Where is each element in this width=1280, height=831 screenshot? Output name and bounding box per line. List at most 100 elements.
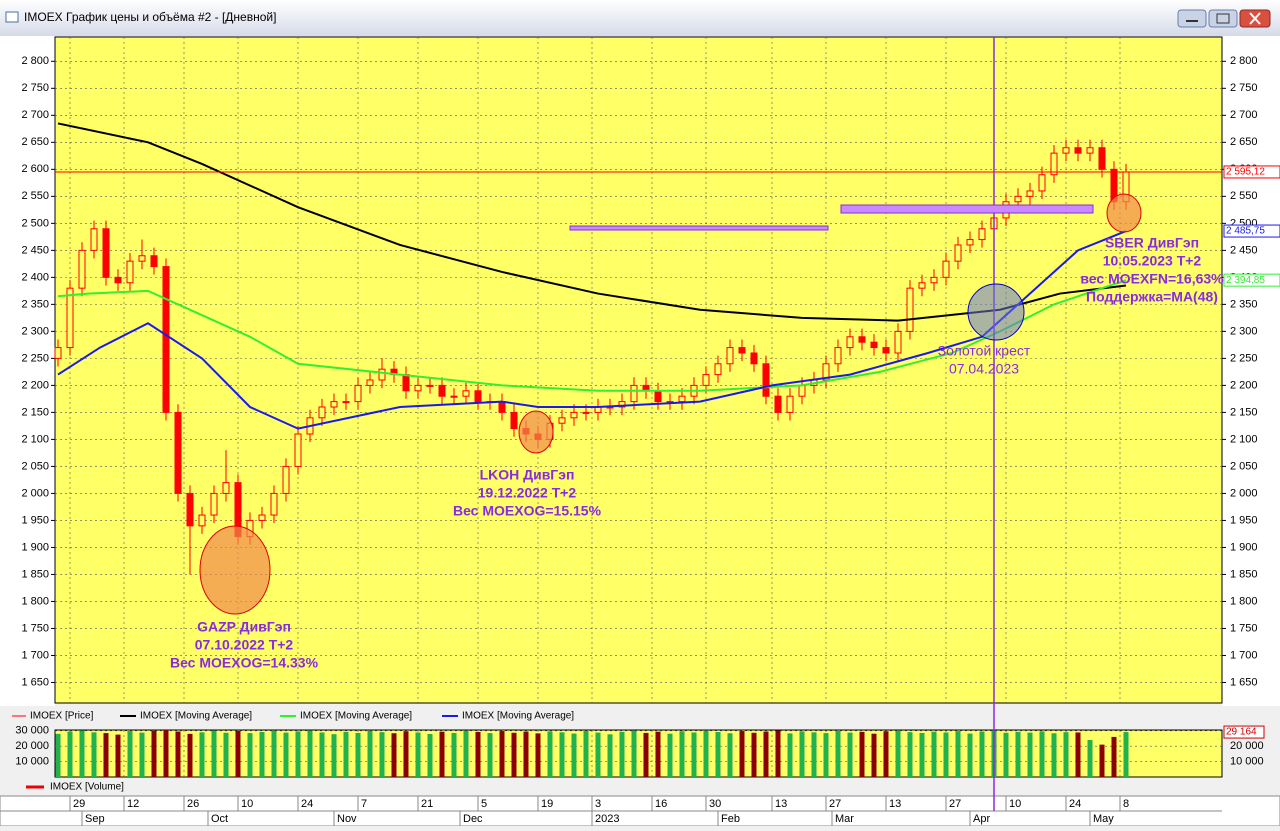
volume-bar — [643, 732, 649, 777]
y-tick-label: 1 950 — [21, 514, 49, 526]
volume-bar — [631, 730, 637, 777]
volume-bar — [1039, 731, 1045, 777]
volume-bar — [127, 731, 133, 777]
legend-label: IMOEX [Moving Average] — [300, 711, 412, 722]
candle-body — [570, 411, 578, 419]
volume-bar — [583, 730, 589, 777]
volume-bar — [463, 730, 469, 777]
y-tick-label: 2 600 — [21, 163, 49, 175]
volume-bar — [967, 733, 973, 777]
volume-bar — [763, 731, 769, 777]
last-value-box — [1223, 165, 1280, 179]
candle-body — [294, 433, 302, 467]
volume-tick-label: 30 000 — [15, 725, 49, 737]
candle-body — [426, 384, 434, 387]
close-glyph — [1249, 12, 1261, 25]
candle-body — [78, 249, 86, 289]
y-tick-label: 2 100 — [21, 433, 49, 445]
annotation-text: LKOH ДивГэп — [480, 467, 575, 483]
volume-bar — [955, 731, 961, 777]
candle-body — [474, 390, 482, 403]
candle-body — [1074, 147, 1082, 154]
volume-bar — [211, 730, 217, 777]
month-label: Apr — [973, 813, 990, 825]
volume-bar — [295, 731, 301, 777]
highlight-circle — [199, 525, 271, 615]
volume-bar — [907, 732, 913, 777]
volume-bar — [1063, 732, 1069, 777]
y-tick-label: 2 350 — [21, 298, 49, 310]
y-tick-label: 2 400 — [21, 271, 49, 283]
candle-body — [150, 255, 158, 268]
y-tick-label: 2 450 — [1230, 244, 1258, 256]
resistance-band — [840, 204, 1094, 214]
volume-bar — [535, 733, 541, 777]
highlight-circle — [1106, 193, 1142, 233]
chart-layer: 1 650 1 650 1 700 1 700 1 750 1 750 1 800 1 800… — [12, 37, 1280, 826]
candle-body — [930, 276, 938, 284]
volume-bar — [979, 731, 985, 777]
x-tick-label: 24 — [1069, 798, 1081, 810]
volume-bar — [511, 732, 517, 777]
y-tick-label: 2 000 — [1230, 487, 1258, 499]
y-tick-label: 2 200 — [1230, 379, 1258, 391]
y-tick-label: 2 050 — [1230, 460, 1258, 472]
month-label: Dec — [463, 813, 483, 825]
x-tick-label: 12 — [127, 798, 139, 810]
y-tick-label: 2 300 — [21, 325, 49, 337]
volume-bar — [151, 730, 157, 777]
candle-body — [318, 406, 326, 419]
candle-body — [282, 465, 290, 494]
annotation-text: 19.12.2022 T+2 — [478, 485, 577, 501]
candle-body — [1014, 195, 1022, 203]
candle-body — [978, 228, 986, 241]
last-value-label: 2 394,85 — [1226, 275, 1265, 286]
candle-body — [54, 347, 62, 359]
last-value-label: 29 164 — [1226, 727, 1257, 738]
candle-body — [558, 417, 566, 424]
candle-body — [378, 368, 386, 381]
last-value-box — [1223, 224, 1280, 238]
candle-body — [1026, 190, 1034, 197]
volume-bar — [115, 734, 121, 777]
y-tick-label: 2 050 — [21, 460, 49, 472]
y-tick-label: 2 800 — [1230, 55, 1258, 67]
x-tick-label: 29 — [73, 798, 85, 810]
x-tick-label: 24 — [301, 798, 313, 810]
candle-body — [210, 492, 218, 516]
candle-body — [906, 287, 914, 332]
volume-bar — [223, 732, 229, 777]
volume-bar — [619, 731, 625, 777]
candle-body — [714, 363, 722, 376]
y-tick-label: 2 250 — [21, 352, 49, 364]
volume-bar — [103, 733, 109, 777]
last-value-label: 2 595,12 — [1226, 167, 1265, 178]
resistance-band — [569, 225, 829, 231]
minimize-button[interactable] — [1177, 9, 1207, 28]
candle-body — [942, 260, 950, 278]
annotation-text: SBER ДивГэп — [1105, 235, 1199, 251]
maximize-button[interactable] — [1208, 9, 1238, 28]
volume-bar — [1027, 732, 1033, 777]
candle-body — [198, 514, 206, 527]
candle-body — [114, 276, 122, 284]
volume-bar — [403, 731, 409, 777]
candle-body — [702, 374, 710, 386]
volume-bar — [931, 731, 937, 777]
candle-body — [186, 492, 194, 527]
y-tick-label: 2 700 — [21, 109, 49, 121]
volume-bar — [1111, 736, 1117, 777]
annotation-text: Вес MOEXOG=14.33% — [170, 655, 319, 671]
y-tick-label: 2 750 — [21, 82, 49, 94]
volume-tick-label: 20 000 — [15, 740, 49, 752]
y-tick-label: 2 800 — [21, 55, 49, 67]
y-tick-label: 2 350 — [1230, 298, 1258, 310]
volume-bar — [415, 732, 421, 777]
volume-bar — [499, 731, 505, 777]
candle-body — [258, 514, 266, 521]
candle-body — [762, 363, 770, 397]
volume-bar — [595, 732, 601, 777]
volume-bar — [331, 734, 337, 777]
candle-body — [510, 411, 518, 430]
